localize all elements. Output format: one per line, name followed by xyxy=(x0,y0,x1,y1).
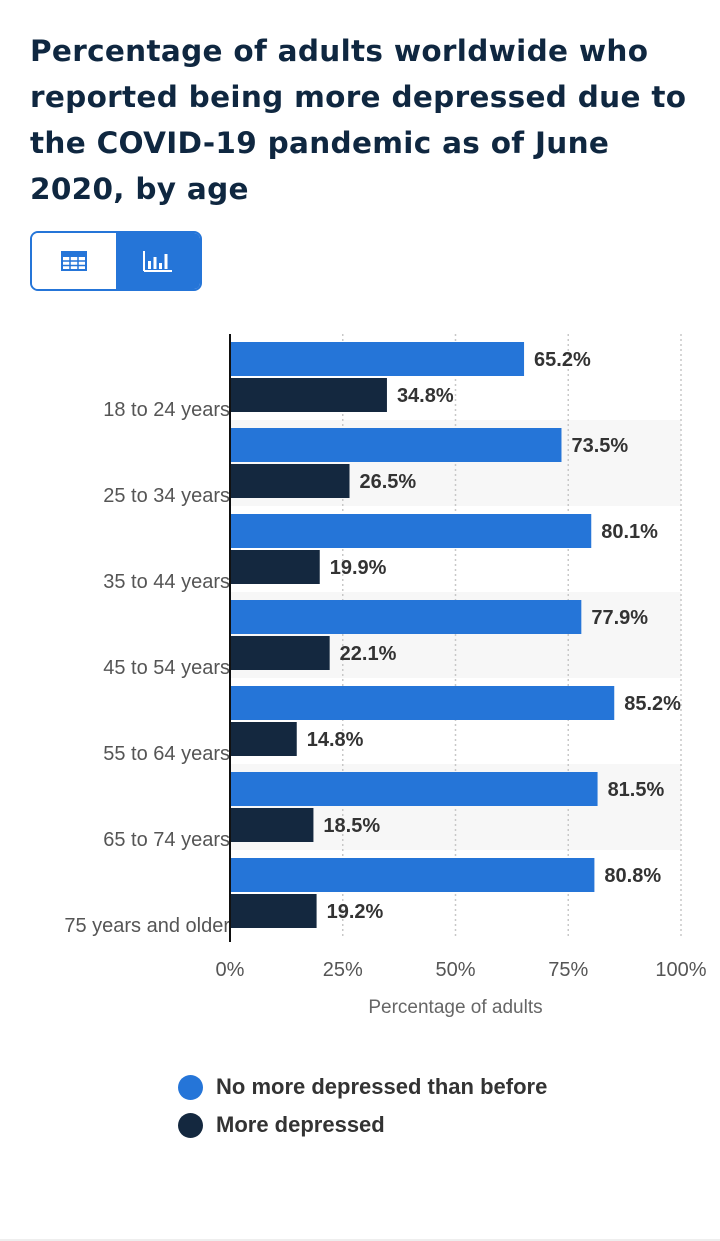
legend-label-series-2: More depressed xyxy=(216,1112,385,1137)
bar xyxy=(230,550,320,584)
data-label: 85.2% xyxy=(624,693,681,715)
category-label: 35 to 44 years xyxy=(103,571,230,593)
legend-label-series-1: No more depressed than before xyxy=(216,1074,548,1099)
legend-item-no-more-depressed[interactable]: No more depressed than before xyxy=(178,1068,547,1106)
category-label: 45 to 54 years xyxy=(103,657,230,679)
data-label: 34.8% xyxy=(397,385,454,407)
table-icon xyxy=(61,251,87,271)
data-label: 22.1% xyxy=(340,643,397,665)
x-tick-label: 100% xyxy=(655,959,706,981)
view-toggle xyxy=(30,231,202,291)
data-label: 19.9% xyxy=(330,557,387,579)
category-label: 25 to 34 years xyxy=(103,485,230,507)
bar xyxy=(230,686,615,720)
x-tick-label: 25% xyxy=(323,959,363,981)
x-axis-title: Percentage of adults xyxy=(368,997,542,1018)
x-tick-label: 0% xyxy=(216,959,245,981)
legend-swatch-series-2 xyxy=(178,1112,203,1138)
legend: No more depressed than before More depre… xyxy=(178,1068,547,1144)
bar-chart: 65.2% 34.8% 18 to 24 years 73.5% 26.5% 25 to … xyxy=(64,334,707,1018)
bar-chart-icon xyxy=(143,251,172,272)
category-label: 75 years and older xyxy=(64,915,230,937)
category-label: 65 to 74 years xyxy=(103,829,230,851)
data-label: 18.5% xyxy=(323,815,380,837)
bar xyxy=(230,808,314,842)
category-label: 18 to 24 years xyxy=(103,399,230,421)
bar xyxy=(230,722,297,756)
legend-item-more-depressed[interactable]: More depressed xyxy=(178,1106,547,1144)
table-view-button[interactable] xyxy=(32,233,116,289)
data-label: 65.2% xyxy=(534,349,591,371)
bar xyxy=(230,428,562,462)
data-label: 73.5% xyxy=(571,435,628,457)
bottom-divider xyxy=(0,1239,720,1241)
data-label: 14.8% xyxy=(307,729,364,751)
bar xyxy=(230,894,317,928)
bar xyxy=(230,464,350,498)
bar xyxy=(230,772,598,806)
chart-view-button[interactable] xyxy=(116,233,200,289)
data-label: 26.5% xyxy=(360,471,417,493)
bar xyxy=(230,378,387,412)
data-label: 77.9% xyxy=(591,607,648,629)
legend-swatch-series-1 xyxy=(178,1074,203,1100)
data-label: 19.2% xyxy=(327,901,384,923)
data-label: 81.5% xyxy=(608,779,665,801)
x-tick-label: 75% xyxy=(548,959,588,981)
bar xyxy=(230,858,595,892)
bar xyxy=(230,600,582,634)
bar xyxy=(230,636,330,670)
data-label: 80.1% xyxy=(601,521,658,543)
bar xyxy=(230,514,592,548)
bar xyxy=(230,342,525,376)
data-label: 80.8% xyxy=(604,865,661,887)
x-tick-label: 50% xyxy=(435,959,475,981)
chart-title: Percentage of adults worldwide who repor… xyxy=(30,34,687,206)
category-label: 55 to 64 years xyxy=(103,743,230,765)
